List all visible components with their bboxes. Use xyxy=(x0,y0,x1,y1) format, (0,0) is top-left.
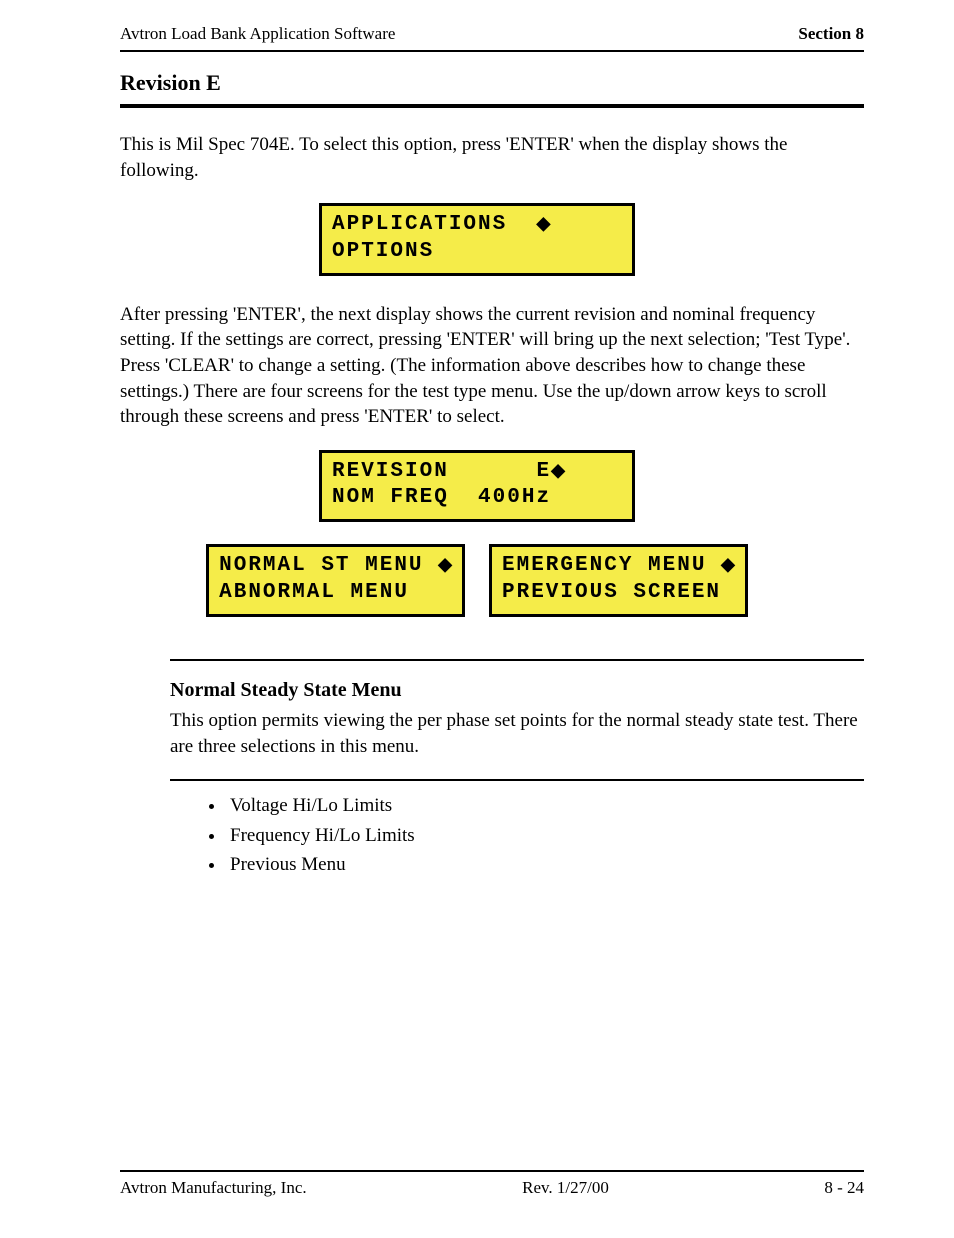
arrow-icon: ◆ xyxy=(551,460,565,480)
lcd-applications-line2: OPTIONS xyxy=(332,240,434,263)
section-title: Revision E xyxy=(120,70,954,96)
lcd-applications-wrap: APPLICATIONS ◆ OPTIONS xyxy=(0,203,954,276)
header-right: Section 8 xyxy=(798,24,864,44)
lcd-normal-line2: ABNORMAL MENU xyxy=(219,581,409,604)
lcd-emerg-line2: PREVIOUS SCREEN xyxy=(502,581,721,604)
lcd-emergency-menu: EMERGENCY MENU ◆ PREVIOUS SCREEN xyxy=(489,544,748,617)
lcd-menu-row: NORMAL ST MENU ◆ ABNORMAL MENU EMERGENCY… xyxy=(0,544,954,617)
sub-rule-mid xyxy=(170,779,864,781)
lcd-rev-line1-left: REVISION xyxy=(332,460,449,483)
lcd-rev-line2-right: 400Hz xyxy=(478,486,551,509)
lcd-revision: REVISION E◆ NOM FREQ 400Hz xyxy=(319,450,635,523)
lcd-rev-line2-left: NOM FREQ xyxy=(332,486,449,509)
lcd-revision-wrap: REVISION E◆ NOM FREQ 400Hz xyxy=(0,450,954,523)
page-footer: Avtron Manufacturing, Inc. Rev. 1/27/00 … xyxy=(0,1172,954,1238)
intro-paragraph: This is Mil Spec 704E. To select this op… xyxy=(120,132,864,183)
lcd-normal-menu: NORMAL ST MENU ◆ ABNORMAL MENU xyxy=(206,544,465,617)
footer-left: Avtron Manufacturing, Inc. xyxy=(120,1178,307,1198)
page-header: Avtron Load Bank Application Software Se… xyxy=(0,0,954,50)
arrow-icon: ◆ xyxy=(536,213,550,233)
sub-rule-top xyxy=(170,659,864,661)
footer-right: 8 - 24 xyxy=(824,1178,864,1198)
paragraph-2: After pressing 'ENTER', the next display… xyxy=(120,302,864,430)
sub-section-text: This option permits viewing the per phas… xyxy=(170,708,864,759)
footer-center: Rev. 1/27/00 xyxy=(522,1178,609,1198)
lcd-normal-line1: NORMAL ST MENU xyxy=(219,554,423,577)
page: Avtron Load Bank Application Software Se… xyxy=(0,0,954,1238)
lcd-applications: APPLICATIONS ◆ OPTIONS xyxy=(319,203,635,276)
header-left: Avtron Load Bank Application Software xyxy=(120,24,395,44)
arrow-icon: ◆ xyxy=(438,554,452,574)
section-rule xyxy=(120,104,864,108)
list-item: Previous Menu xyxy=(226,850,864,879)
lcd-applications-line1: APPLICATIONS xyxy=(332,213,507,236)
list-item: Frequency Hi/Lo Limits xyxy=(226,821,864,850)
header-rule xyxy=(120,50,864,52)
arrow-icon: ◆ xyxy=(721,554,735,574)
list-item: Voltage Hi/Lo Limits xyxy=(226,791,864,820)
option-list: Voltage Hi/Lo Limits Frequency Hi/Lo Lim… xyxy=(200,791,864,879)
sub-section-title: Normal Steady State Menu xyxy=(170,679,954,702)
lcd-rev-line1-right: E xyxy=(536,460,551,483)
lcd-emerg-line1: EMERGENCY MENU xyxy=(502,554,706,577)
